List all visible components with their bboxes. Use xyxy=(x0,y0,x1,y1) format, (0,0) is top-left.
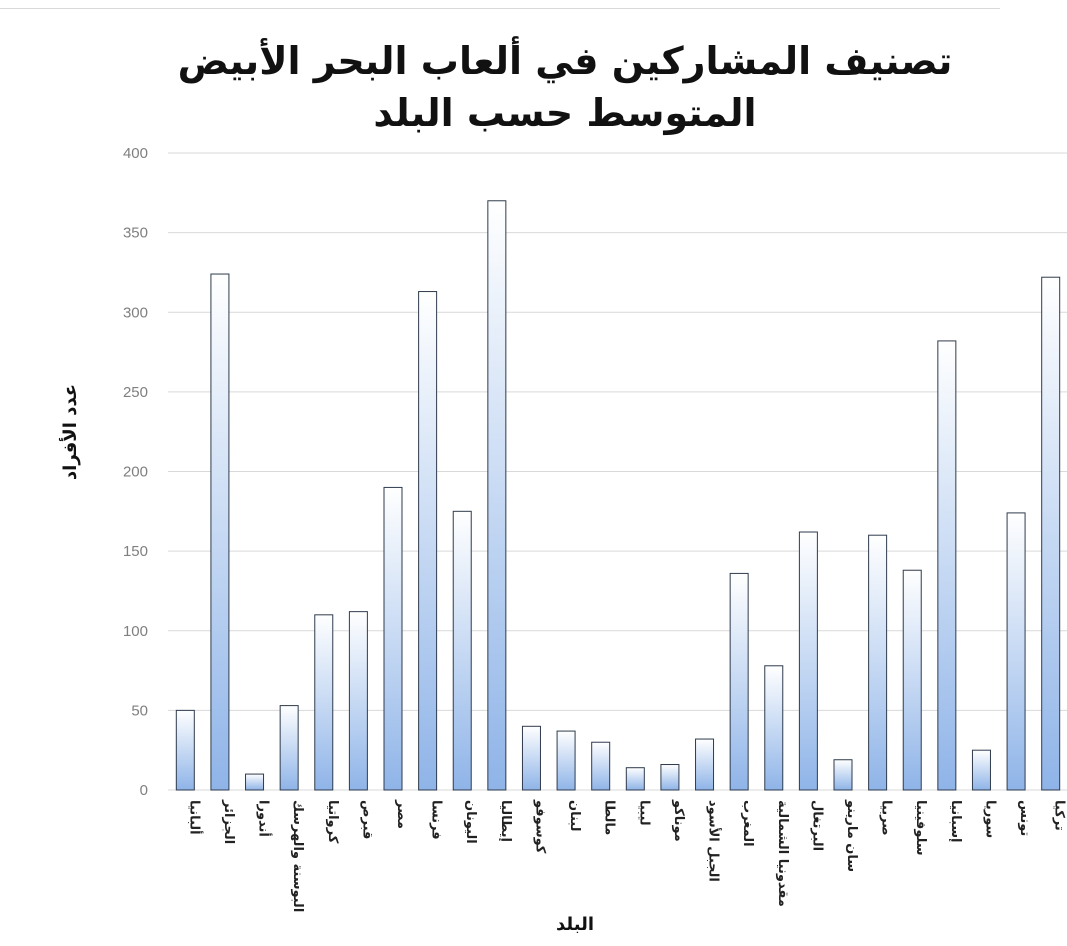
bar-18 xyxy=(764,665,784,791)
gridlines xyxy=(168,152,1067,791)
x-tick-label: البوسنة والهرسك xyxy=(290,800,305,912)
bar-15 xyxy=(660,764,680,791)
x-tick-label: مالطا xyxy=(602,800,617,835)
bar-24 xyxy=(971,749,991,791)
x-tick-label: سوريا xyxy=(982,800,997,838)
bar-26 xyxy=(1041,276,1061,791)
bar-20 xyxy=(833,759,853,791)
y-tick-label: 300 xyxy=(123,304,148,321)
y-tick-label: 250 xyxy=(123,384,148,401)
top-rule xyxy=(0,8,1000,9)
y-tick-label: 400 xyxy=(123,145,148,162)
x-tick-label: سلوفينيا xyxy=(913,800,928,856)
chart-title-line-1: تصنيف المشاركين في ألعاب البحر الأبيض xyxy=(177,39,953,83)
y-axis-title: عدد الأفراد xyxy=(59,384,81,480)
bar-14 xyxy=(625,767,645,791)
x-tick-label: سان مارينو xyxy=(844,799,859,872)
x-axis-title: البلد xyxy=(556,914,594,935)
bar-16 xyxy=(695,738,715,791)
x-tick-label: لبنان xyxy=(567,800,582,831)
bar-7 xyxy=(383,486,403,791)
bar-6 xyxy=(348,611,368,791)
x-tick-label: ألبانيا xyxy=(186,800,203,835)
x-axis-labels: ألبانيا الجزائر أندورا البوسنة والهرسك كروات… xyxy=(186,799,1066,912)
x-tick-label: موناكو xyxy=(671,799,686,842)
bar-22 xyxy=(902,569,922,791)
x-tick-label: كوسوفو xyxy=(532,799,547,854)
y-tick-label: 200 xyxy=(123,464,148,481)
x-tick-label: اليونان xyxy=(463,800,478,844)
x-tick-label: قبرص xyxy=(359,800,374,839)
bar-12 xyxy=(556,730,576,791)
bar-2 xyxy=(210,273,230,791)
y-tick-label: 50 xyxy=(131,702,148,719)
x-tick-label: مصر xyxy=(394,799,409,829)
x-tick-label: صربيا xyxy=(879,800,894,836)
x-tick-label: البرتغال xyxy=(809,800,824,851)
bar-17 xyxy=(729,572,749,791)
bar-10 xyxy=(487,200,507,791)
y-axis-ticks: 0 50 100 150 200 250 300 350 400 xyxy=(123,145,148,799)
bar-11 xyxy=(521,725,541,791)
x-tick-label: تركيا xyxy=(1052,800,1067,831)
x-tick-label: أندورا xyxy=(256,800,273,837)
bar-21 xyxy=(868,534,888,791)
bar-1 xyxy=(175,709,195,791)
bar-25 xyxy=(1006,512,1026,791)
bar-8 xyxy=(418,291,438,791)
x-tick-label: الجبل الأسود xyxy=(706,800,723,882)
bar-9 xyxy=(452,510,472,791)
x-tick-label: إيطاليا xyxy=(498,800,513,842)
bar-23 xyxy=(937,340,957,791)
x-tick-label: فرنسا xyxy=(429,800,444,840)
x-tick-label: الجزائر xyxy=(221,799,236,844)
x-tick-label: مقدونيا الشمالية xyxy=(775,800,790,907)
y-tick-label: 350 xyxy=(123,225,148,242)
bar-4 xyxy=(279,705,299,791)
bar-13 xyxy=(591,741,611,791)
bar-3 xyxy=(245,773,265,791)
chart-title-line-2: المتوسط حسب البلد xyxy=(373,91,757,135)
x-tick-label: إسبانيا xyxy=(948,800,963,843)
x-tick-label: المغرب xyxy=(740,800,755,847)
y-tick-label: 150 xyxy=(123,543,148,560)
y-tick-label: 100 xyxy=(123,623,148,640)
bars xyxy=(175,200,1061,791)
y-tick-label: 0 xyxy=(140,782,148,799)
bar-5 xyxy=(314,614,334,791)
bar-19 xyxy=(798,531,818,791)
x-tick-label: كرواتيا xyxy=(325,800,340,844)
x-tick-label: ليبيا xyxy=(636,800,651,826)
x-tick-label: تونس xyxy=(1017,800,1032,836)
